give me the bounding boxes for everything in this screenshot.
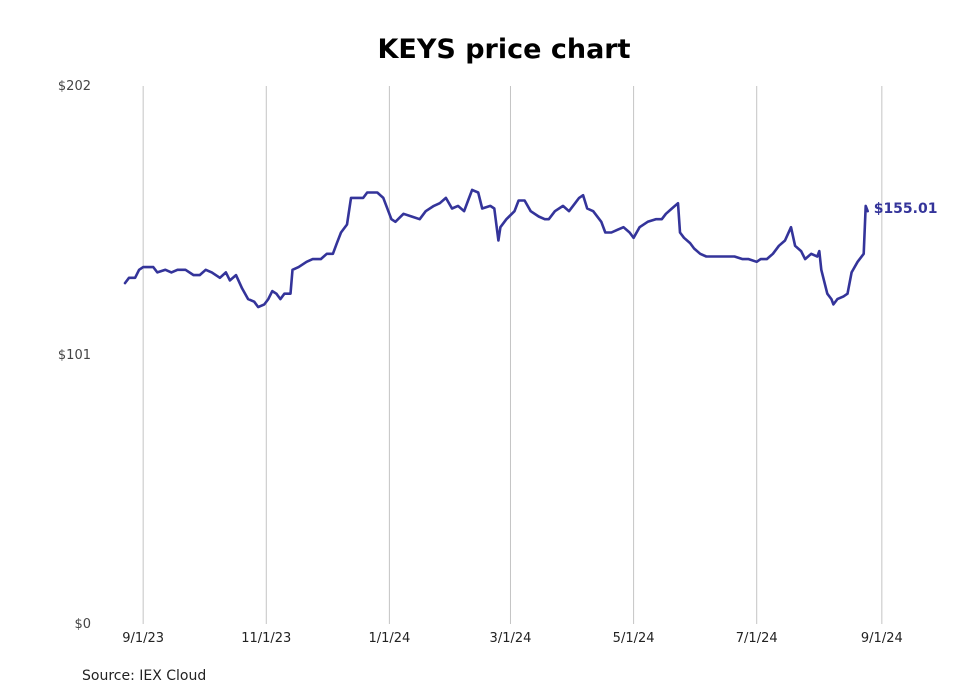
y-tick-label: $101 [58, 348, 91, 363]
price-line [123, 188, 869, 309]
last-price-label: $155.01 [874, 201, 938, 217]
x-tick-label: 11/1/23 [241, 631, 291, 646]
x-tick-label: 1/1/24 [368, 631, 410, 646]
chart-title: KEYS price chart [377, 34, 630, 65]
vertical-gridlines [142, 86, 883, 624]
y-tick-label: $202 [58, 79, 91, 94]
x-tick-label: 3/1/24 [490, 631, 532, 646]
x-tick-label: 9/1/24 [861, 631, 903, 646]
source-note: Source: IEX Cloud [82, 668, 207, 684]
x-axis-ticks: 9/1/23 11/1/23 1/1/24 3/1/24 5/1/24 7/1/24 9/1… [122, 631, 903, 646]
y-tick-label: $0 [74, 617, 91, 632]
x-tick-label: 7/1/24 [736, 631, 778, 646]
y-axis-ticks: $0 $101 $202 [58, 79, 91, 632]
x-tick-label: 9/1/23 [122, 631, 164, 646]
x-tick-label: 5/1/24 [613, 631, 655, 646]
